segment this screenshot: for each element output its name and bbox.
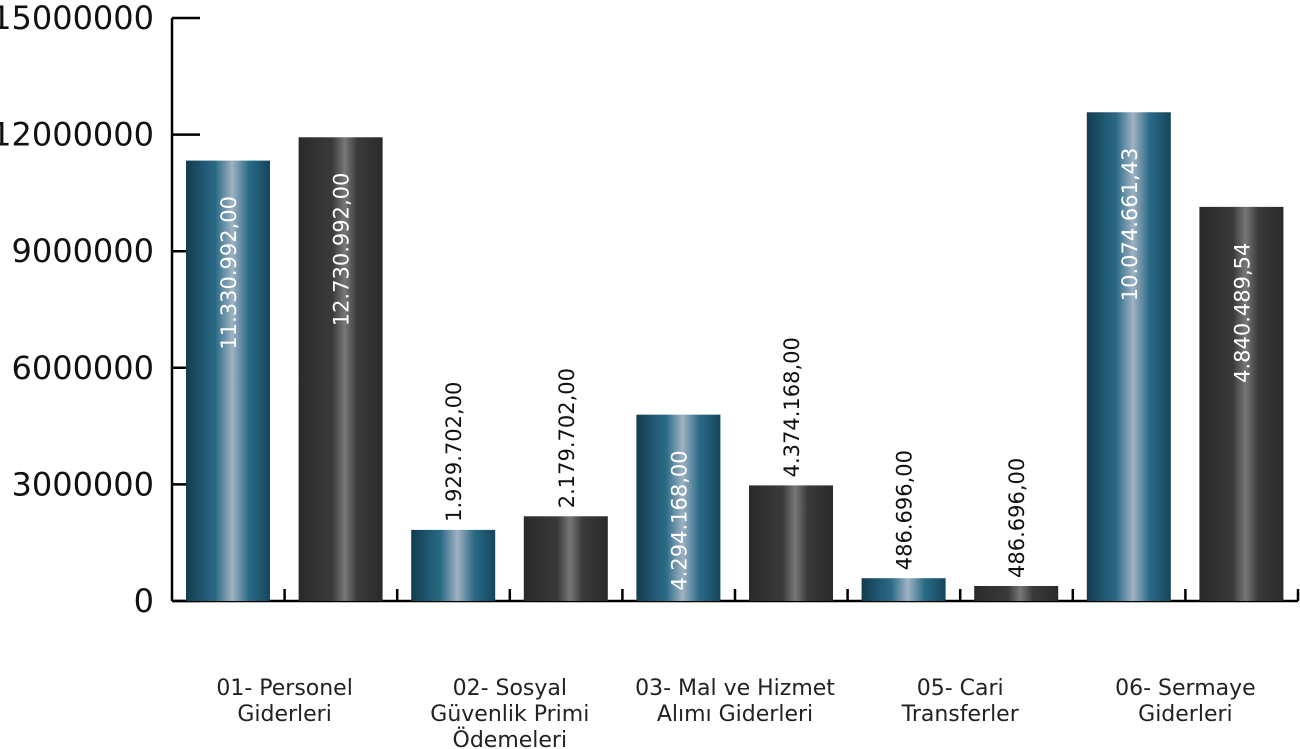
bar bbox=[1086, 112, 1171, 602]
y-tick-label: 3000000 bbox=[11, 465, 154, 503]
data-label: 1.929.702,00 bbox=[442, 382, 466, 522]
category-label-line: Alımı Giderleri bbox=[657, 702, 813, 727]
category-label-line: 05- Cari bbox=[917, 676, 1004, 701]
data-label: 486.696,00 bbox=[1005, 458, 1029, 578]
category-label-line: 03- Mal ve Hizmet bbox=[635, 676, 835, 701]
bar bbox=[298, 137, 383, 601]
axes: 0 3000000 6000000 9000000 12000000 15000000 bbox=[0, 0, 1300, 620]
category-label-line: Transferler bbox=[901, 702, 1020, 727]
data-label: 4.840.489,54 bbox=[1230, 243, 1254, 383]
bar bbox=[636, 414, 721, 601]
category-label: 03- Mal ve Hizmet Alımı Giderleri bbox=[635, 676, 835, 727]
y-tick-label: 15000000 bbox=[0, 0, 154, 37]
data-label: 2.179.702,00 bbox=[555, 368, 579, 508]
bar bbox=[186, 160, 270, 601]
category-label-line: 06- Sermaye bbox=[1115, 676, 1256, 701]
data-label: 486.696,00 bbox=[893, 450, 917, 570]
category-label: 01- Personel Giderleri bbox=[216, 676, 353, 727]
data-label: 12.730.992,00 bbox=[330, 173, 354, 327]
labels: 11.330.992,00 1.929.702,00 4.294.168,00 486… bbox=[216, 148, 1255, 749]
y-tick-label: 0 bbox=[134, 582, 154, 620]
category-label-line: 02- Sosyal bbox=[453, 676, 567, 701]
bar bbox=[523, 516, 608, 601]
category-label: 05- Cari Transferler bbox=[901, 676, 1020, 727]
data-label: 10.074.661,43 bbox=[1118, 148, 1142, 302]
category-label: 06- Sermaye Giderleri bbox=[1115, 676, 1256, 727]
bar bbox=[861, 578, 946, 601]
data-label: 4.294.168,00 bbox=[667, 450, 691, 590]
category-label-line: 01- Personel bbox=[216, 676, 353, 701]
category-label-line: Giderleri bbox=[1138, 702, 1233, 727]
y-tick-label: 12000000 bbox=[0, 116, 154, 154]
category-label-line: Güvenlik Primi bbox=[430, 702, 589, 727]
bars bbox=[186, 112, 1284, 602]
data-label: 11.330.992,00 bbox=[217, 196, 241, 350]
bar bbox=[1199, 206, 1284, 602]
y-tick-label: 6000000 bbox=[11, 349, 154, 387]
bar bbox=[749, 485, 833, 601]
category-label-line: Ödemeleri bbox=[453, 727, 568, 749]
y-tick-label: 9000000 bbox=[11, 232, 154, 270]
data-label: 4.374.168,00 bbox=[780, 337, 804, 477]
bar bbox=[974, 585, 1059, 601]
category-label-line: Giderleri bbox=[237, 702, 332, 727]
category-label: 02- Sosyal Güvenlik Primi Ödemeleri bbox=[430, 676, 589, 749]
bar bbox=[411, 529, 496, 601]
